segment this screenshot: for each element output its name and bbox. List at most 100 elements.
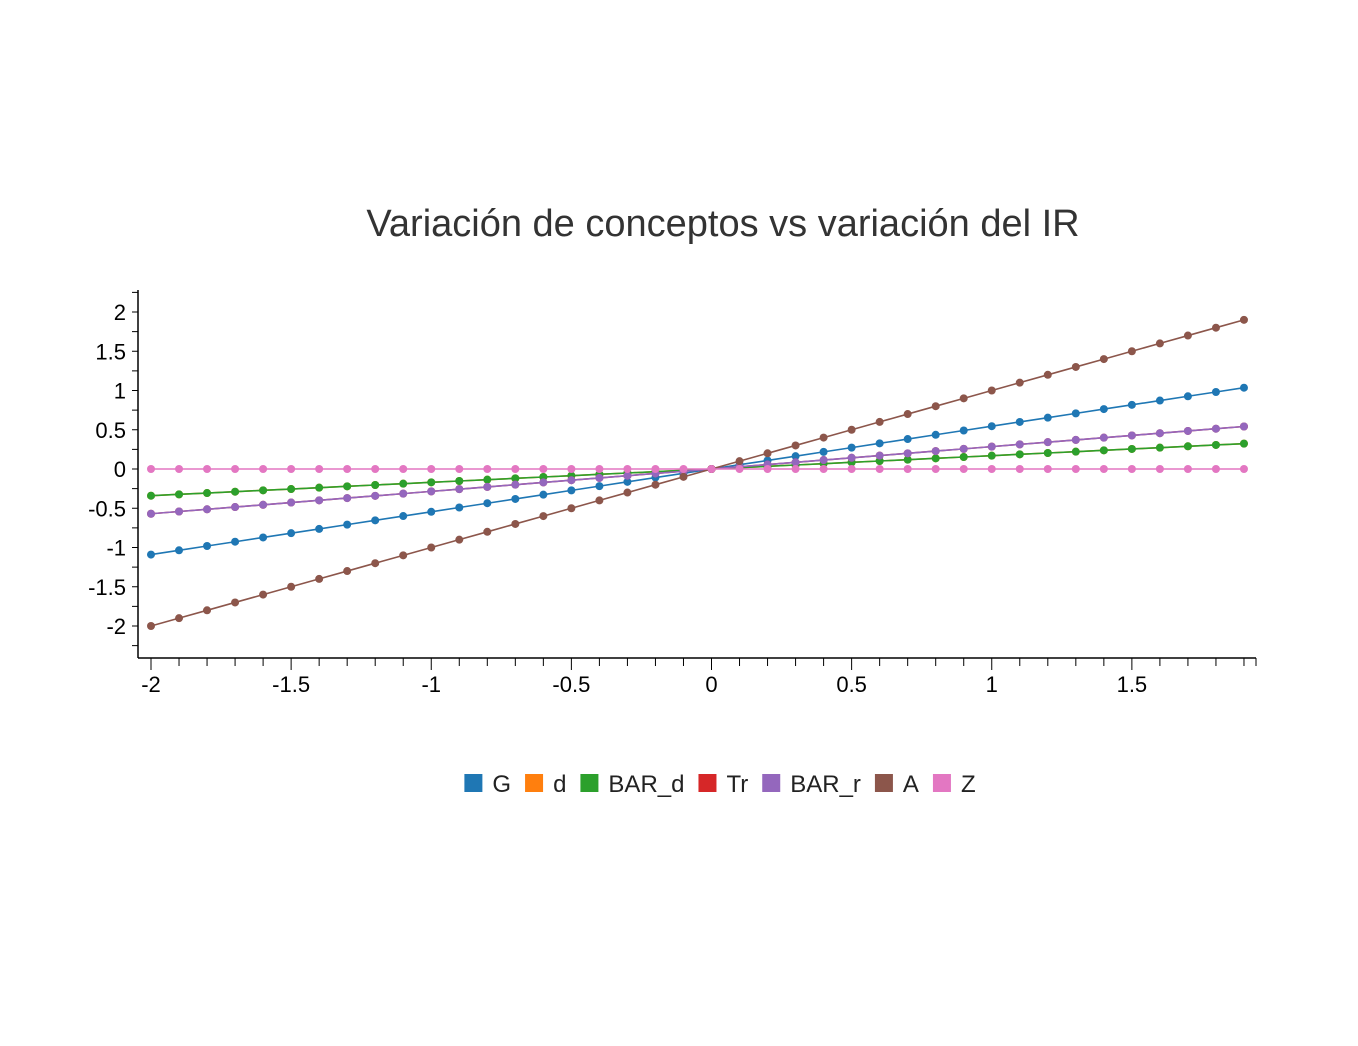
data-point [539,512,548,521]
legend-item[interactable]: d [525,771,566,798]
data-point [455,465,464,473]
x-tick-label: -0.5 [552,672,590,697]
legend-item[interactable]: BAR_d [580,771,684,798]
series-line [150,386,1245,556]
data-point [1015,378,1024,387]
legend-item[interactable]: Z [932,771,976,798]
series-bar-r [147,422,1248,518]
data-point [427,478,436,487]
x-tick-label: 1.5 [1117,672,1148,697]
data-point [539,478,548,487]
data-point [259,533,268,542]
data-point [1015,417,1024,426]
data-point [875,465,884,473]
data-point [231,465,240,473]
data-point [175,546,184,555]
legend-label: A [903,771,919,798]
data-point [427,487,436,496]
data-point [511,474,520,483]
data-point [1071,465,1080,473]
data-point [203,505,212,514]
data-point [1127,465,1136,473]
data-point [1043,438,1052,447]
data-point [455,535,464,544]
data-point [791,452,800,461]
data-point [1183,392,1192,401]
data-point [1155,396,1164,405]
data-point [371,491,380,500]
data-point [1155,443,1164,452]
legend-swatch [464,774,483,792]
data-point [903,455,912,464]
data-point [175,490,184,499]
legend-item[interactable]: A [874,771,919,798]
data-point [483,527,492,536]
legend-swatch [525,774,544,792]
data-point [903,410,912,419]
data-point [231,503,240,512]
data-point [1239,315,1248,324]
legend-item[interactable]: BAR_r [762,771,861,798]
data-point [1127,347,1136,356]
data-point [483,499,492,508]
data-point [791,465,800,473]
data-point [903,449,912,458]
data-point [987,451,996,460]
data-point [1183,426,1192,435]
x-tick-label: 0.5 [836,672,867,697]
data-point [1211,440,1220,449]
data-point [399,512,408,521]
data-point [175,507,184,516]
data-point [315,524,324,533]
data-point [1043,448,1052,457]
data-point [343,465,352,473]
data-point [1071,409,1080,418]
axes: 2 1.5 1 0.5 0 -0.5 -1 -1.5 -2 -2 -1.5 -1 -0.5 0 0.5 1 1.… [88,290,1257,697]
data-point [455,503,464,512]
data-point [259,486,268,495]
chart-title: Variación de conceptos vs variación del … [366,203,1079,245]
data-point [1043,370,1052,379]
data-point [903,435,912,444]
data-point [847,425,856,434]
data-point [287,529,296,538]
data-point [427,465,436,473]
data-point [623,477,632,486]
series-g [147,383,1248,559]
data-point [427,507,436,516]
data-point [959,452,968,461]
data-point [595,473,604,482]
legend-swatch [762,774,781,792]
legend-swatch [874,774,893,792]
data-point [175,614,184,623]
data-point [763,465,772,473]
data-point [819,433,828,442]
legend-item[interactable]: Tr [698,771,748,798]
data-point [847,465,856,473]
data-point [1071,435,1080,444]
data-point [455,477,464,486]
data-point [343,482,352,491]
data-point [175,465,184,473]
data-point [567,476,576,485]
data-point [511,519,520,528]
y-tick-label: 1 [114,379,126,404]
data-point [315,496,324,505]
data-point [203,606,212,615]
y-tick-label: -1 [106,536,126,561]
x-tick-label: -1.5 [272,672,310,697]
legend-item[interactable]: G [464,771,511,798]
data-point [371,481,380,490]
data-point [567,465,576,473]
y-tick-label: -2 [106,614,126,639]
data-point [315,574,324,583]
data-point [1239,465,1248,473]
data-point [987,465,996,473]
data-point [1127,444,1136,453]
data-point [595,465,604,473]
data-point [595,496,604,505]
data-point [399,489,408,498]
data-point [1071,447,1080,456]
